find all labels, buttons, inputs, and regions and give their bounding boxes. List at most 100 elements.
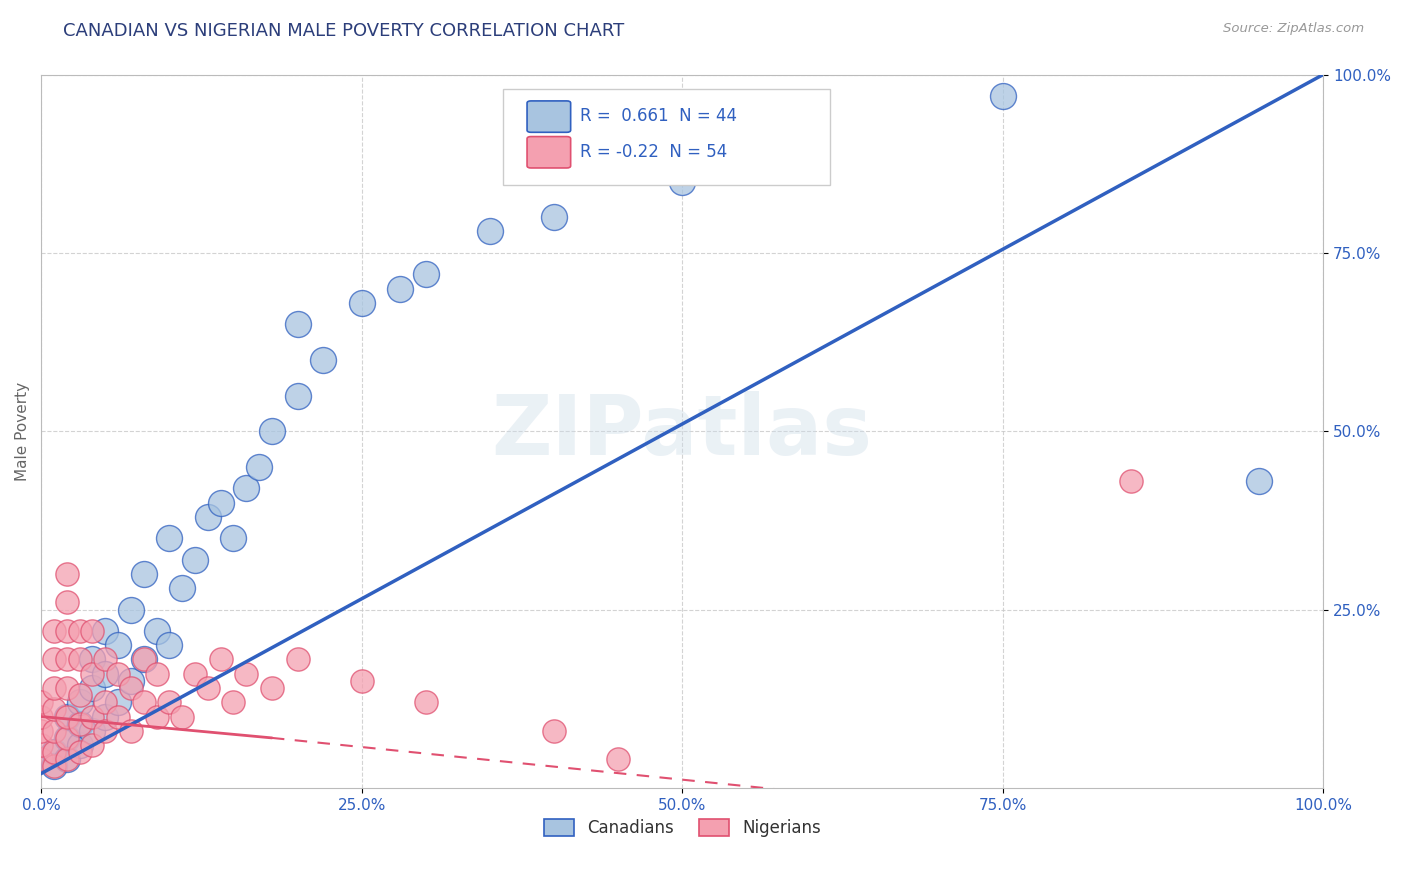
Point: [184, 552, 207, 566]
Point: [157, 695, 180, 709]
Point: [209, 495, 232, 509]
Point: [415, 695, 437, 709]
Point: [94, 666, 117, 681]
Point: [671, 174, 693, 188]
Point: [55, 731, 77, 745]
Point: [120, 723, 142, 738]
Point: [235, 666, 257, 681]
Point: [132, 695, 155, 709]
Point: [145, 666, 167, 681]
Point: [197, 509, 219, 524]
Point: [69, 695, 91, 709]
Point: [55, 709, 77, 723]
Point: [247, 459, 270, 474]
Point: [543, 723, 565, 738]
Point: [42, 624, 65, 638]
Point: [107, 709, 129, 723]
Point: [350, 295, 373, 310]
Point: [55, 624, 77, 638]
Point: [543, 210, 565, 224]
Point: [991, 89, 1014, 103]
Point: [120, 673, 142, 688]
Point: [120, 602, 142, 616]
Point: [799, 139, 821, 153]
Point: [607, 752, 630, 766]
Point: [209, 652, 232, 666]
Point: [55, 709, 77, 723]
Point: [55, 731, 77, 745]
Point: [132, 652, 155, 666]
Point: [94, 709, 117, 723]
Point: [69, 688, 91, 702]
Point: [287, 317, 309, 331]
Point: [69, 716, 91, 731]
Point: [42, 759, 65, 773]
Point: [69, 716, 91, 731]
Point: [222, 695, 245, 709]
Point: [94, 652, 117, 666]
Point: [94, 695, 117, 709]
Point: [94, 624, 117, 638]
Point: [107, 695, 129, 709]
Point: [350, 673, 373, 688]
Point: [197, 681, 219, 695]
Point: [287, 388, 309, 402]
Point: [30, 752, 52, 766]
Point: [69, 624, 91, 638]
Point: [172, 581, 194, 595]
Point: [69, 652, 91, 666]
Point: [107, 666, 129, 681]
Point: [1119, 474, 1142, 488]
Text: CANADIAN VS NIGERIAN MALE POVERTY CORRELATION CHART: CANADIAN VS NIGERIAN MALE POVERTY CORREL…: [63, 22, 624, 40]
Legend: Canadians, Nigerians: Canadians, Nigerians: [537, 813, 828, 844]
FancyBboxPatch shape: [527, 136, 571, 168]
Point: [42, 745, 65, 759]
Point: [222, 531, 245, 545]
Point: [132, 566, 155, 581]
Point: [42, 759, 65, 773]
Point: [42, 745, 65, 759]
Point: [55, 595, 77, 609]
Point: [42, 702, 65, 716]
Point: [107, 638, 129, 652]
Point: [172, 709, 194, 723]
Point: [260, 681, 283, 695]
Text: ZIPatlas: ZIPatlas: [492, 391, 873, 472]
Point: [260, 424, 283, 438]
Point: [132, 652, 155, 666]
Point: [145, 709, 167, 723]
Point: [82, 709, 104, 723]
Point: [82, 681, 104, 695]
Point: [287, 652, 309, 666]
Point: [55, 752, 77, 766]
Point: [94, 723, 117, 738]
Point: [735, 153, 758, 168]
Point: [42, 681, 65, 695]
Point: [42, 652, 65, 666]
Point: [82, 723, 104, 738]
Point: [55, 652, 77, 666]
Point: [30, 738, 52, 752]
Text: R =  0.661  N = 44: R = 0.661 N = 44: [579, 107, 737, 125]
Point: [82, 666, 104, 681]
FancyBboxPatch shape: [503, 89, 830, 185]
Point: [30, 723, 52, 738]
Point: [235, 481, 257, 495]
Point: [69, 738, 91, 752]
Point: [55, 681, 77, 695]
Point: [30, 695, 52, 709]
Point: [82, 624, 104, 638]
Point: [30, 709, 52, 723]
Point: [157, 638, 180, 652]
Point: [82, 738, 104, 752]
Point: [69, 745, 91, 759]
FancyBboxPatch shape: [527, 101, 571, 132]
Point: [42, 723, 65, 738]
Point: [184, 666, 207, 681]
Point: [82, 652, 104, 666]
Y-axis label: Male Poverty: Male Poverty: [15, 382, 30, 481]
Point: [478, 224, 501, 238]
Point: [55, 566, 77, 581]
Point: [415, 267, 437, 281]
Point: [120, 681, 142, 695]
